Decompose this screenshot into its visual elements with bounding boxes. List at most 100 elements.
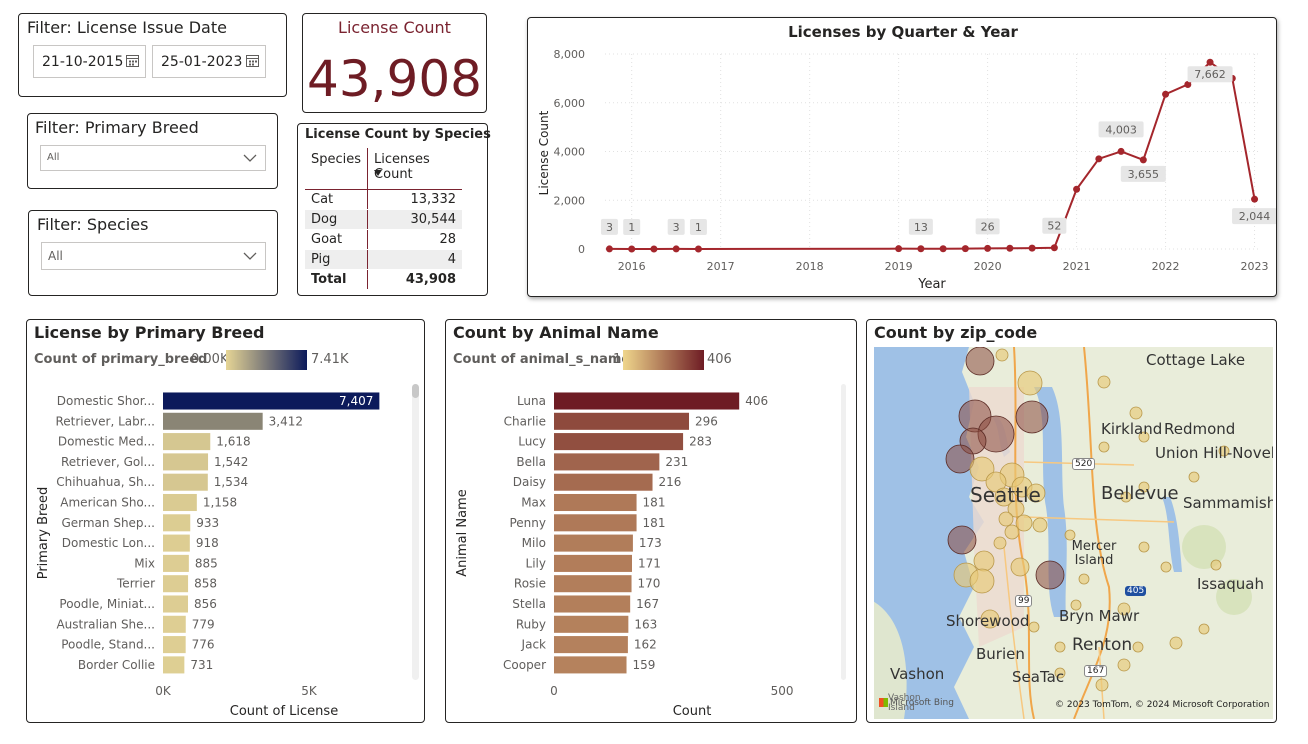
value-label: 856 — [194, 597, 217, 611]
bar — [554, 534, 633, 552]
data-point — [1006, 244, 1014, 252]
breed-chart-title: License by Primary Breed — [34, 323, 265, 342]
data-label-bg — [1232, 208, 1276, 225]
lake-sammamish-water — [1162, 497, 1182, 572]
animal-bar-chart: Luna 406 Charlie 296 Lucy 283 Bella 231 Daisy 216… — [455, 392, 794, 719]
table-row[interactable]: Goat 28 — [305, 229, 462, 250]
zip-bubble — [1078, 573, 1090, 585]
data-label: 7,662 — [1194, 68, 1226, 81]
category-label: Lily — [526, 556, 546, 570]
card-title: License Count — [338, 18, 451, 37]
zip-bubble — [969, 456, 995, 482]
bing-label: Microsoft Bing — [890, 698, 954, 708]
value-label: 231 — [665, 455, 688, 469]
x-axis-label: Year — [917, 277, 946, 292]
category-label: Daisy — [513, 475, 546, 489]
sr99-road — [1003, 546, 1025, 719]
zip-bubble — [1210, 559, 1222, 571]
end-date-input[interactable]: 25-01-2023 — [152, 45, 266, 78]
table-row[interactable]: Cat 13,332 — [305, 189, 462, 210]
category-label: Mix — [134, 556, 155, 570]
start-date-input[interactable]: 21-10-2015 — [33, 45, 146, 78]
species-column-header[interactable]: Species — [305, 148, 368, 190]
zip-bubble — [1054, 667, 1066, 679]
line-chart-title: Licenses by Quarter & Year — [788, 23, 1018, 41]
count-cell: 4 — [367, 249, 462, 270]
animal-scrollbar[interactable] — [841, 384, 846, 680]
zip-bubble — [993, 536, 1007, 550]
zip-bubble — [1117, 602, 1131, 616]
chevron-down-icon[interactable] — [243, 151, 257, 165]
bar — [163, 473, 208, 491]
bar — [554, 514, 637, 532]
map-label-bryn-mawr: Bryn Mawr — [1059, 607, 1140, 625]
data-label-bg — [1187, 66, 1233, 83]
value-label: 171 — [638, 556, 661, 570]
zip-bubble — [1138, 541, 1150, 553]
species-filter-panel: Filter: Species All — [28, 210, 278, 296]
category-label: Domestic Med... — [58, 435, 155, 449]
animal-legend-gradient — [623, 350, 704, 370]
x-tick-label: 2018 — [796, 260, 824, 273]
breed-scrollbar[interactable] — [412, 384, 419, 680]
table-row[interactable]: Dog 30,544 — [305, 209, 462, 230]
animal-legend-max: 406 — [707, 352, 732, 367]
category-label: Border Collie — [78, 658, 155, 672]
i90-road — [1023, 516, 1175, 523]
category-label: Ruby — [516, 617, 546, 631]
sort-descending-icon[interactable] — [374, 170, 383, 176]
value-label: 167 — [636, 597, 659, 611]
zip-bubble — [980, 609, 1000, 629]
x-tick-label: 2022 — [1152, 260, 1180, 273]
category-label: Chihuahua, Sh... — [56, 475, 155, 489]
count-column-header[interactable]: Licenses Count — [367, 148, 462, 190]
category-label: Retriever, Gol... — [61, 455, 155, 469]
data-label-bg — [1098, 121, 1144, 138]
x-axis-label: Count — [673, 704, 712, 719]
x-tick-label: 2017 — [707, 260, 735, 273]
bing-logo-icon — [879, 698, 888, 707]
data-label-bg — [600, 218, 618, 235]
map-label-redmond: Redmond — [1164, 420, 1236, 438]
category-label: Stella — [512, 597, 546, 611]
category-label: Charlie — [504, 414, 546, 428]
zip-bubble — [985, 471, 1007, 493]
data-point — [1139, 156, 1147, 164]
date-filter-title: Filter: License Issue Date — [27, 18, 227, 37]
animal-legend-min: 1 — [613, 352, 622, 367]
species-table-panel: License Count by Species Species License… — [297, 123, 491, 296]
license-count-card: License Count 43,908 — [302, 13, 487, 113]
chevron-down-icon[interactable] — [243, 249, 257, 263]
zip-bubble — [1015, 514, 1033, 532]
value-label: 181 — [643, 516, 666, 530]
map-canvas[interactable]: Cottage Lake Kirkland Redmond Union Hill… — [874, 347, 1273, 719]
bar — [163, 412, 263, 430]
y-tick-label: 2,000 — [554, 194, 586, 207]
count-cell: 30,544 — [367, 209, 462, 230]
category-label: Terrier — [116, 577, 155, 591]
bar — [163, 554, 189, 572]
value-label: 776 — [192, 638, 215, 652]
bar — [163, 534, 190, 552]
breed-dropdown[interactable]: All — [40, 145, 266, 171]
value-label: 731 — [190, 658, 213, 672]
data-point — [605, 245, 613, 253]
table-row[interactable]: Pig 4 — [305, 249, 462, 270]
data-label-bg — [1120, 165, 1166, 182]
bar — [163, 595, 189, 613]
calendar-icon[interactable] — [126, 54, 139, 70]
category-label: Lucy — [518, 435, 546, 449]
category-label: Milo — [522, 536, 546, 550]
category-label: Retriever, Labr... — [55, 414, 155, 428]
bar — [163, 392, 380, 410]
value-label: 163 — [634, 617, 657, 631]
road-shield-99: 99 — [1015, 595, 1033, 607]
bar — [554, 615, 629, 633]
calendar-icon[interactable] — [246, 54, 259, 70]
value-label: 159 — [633, 658, 656, 672]
breed-scrollbar-thumb[interactable] — [412, 384, 419, 398]
value-label: 216 — [659, 475, 682, 489]
bar — [554, 636, 628, 654]
zip-bubble — [1129, 406, 1143, 420]
species-dropdown[interactable]: All — [41, 242, 266, 270]
